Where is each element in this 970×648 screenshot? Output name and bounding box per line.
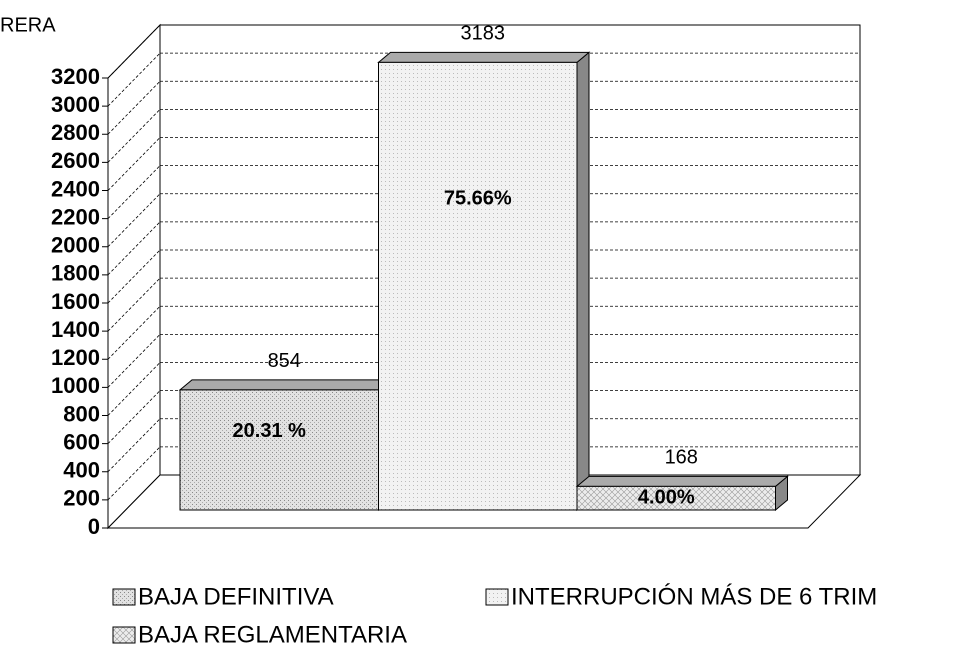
y-tick-label: 2200 [51, 204, 100, 229]
legend-swatch [112, 588, 136, 606]
grid-line [107, 137, 161, 191]
y-tick-label: 0 [88, 514, 100, 539]
percent-label: 20.31 % [233, 420, 307, 442]
bar [378, 61, 578, 511]
y-tick-label: 1600 [51, 289, 100, 314]
y-tick-label: 1000 [51, 373, 100, 398]
grid-line [107, 446, 161, 501]
legend-label: BAJA REGLAMENTARIA [138, 621, 407, 648]
percent-label: 4.00% [638, 486, 695, 508]
chart-title: RERA [0, 14, 56, 36]
legend-label: BAJA DEFINITIVA [138, 583, 334, 610]
y-tick-label: 1800 [51, 261, 100, 286]
data-label: 3183 [461, 23, 506, 45]
bar-top [178, 379, 392, 391]
grid-line [107, 52, 161, 107]
y-tick-label: 1200 [51, 345, 100, 370]
bars: 854 20.31 % 3183 75.66% 168 4.00% [178, 23, 789, 512]
legend-swatch [112, 626, 136, 644]
grid-line [107, 80, 161, 135]
grid-line [107, 334, 161, 388]
bar-top [575, 475, 789, 487]
grid-line [107, 24, 161, 79]
y-tick-label: 200 [63, 486, 100, 511]
grid-line [107, 165, 161, 219]
legend: BAJA DEFINITIVA INTERRUPCIÓN MÁS DE 6 TRI… [112, 583, 877, 648]
legend-label: INTERRUPCIÓN MÁS DE 6 TRIM [511, 583, 877, 610]
grid-line [107, 109, 161, 163]
data-label: 854 [268, 350, 301, 372]
grid-line [107, 249, 161, 304]
grid-line [107, 418, 161, 473]
y-tick-label: 3000 [51, 92, 100, 117]
grid-line [107, 277, 161, 332]
percent-label: 75.66% [444, 188, 512, 210]
y-tick-label: 2600 [51, 148, 100, 173]
y-tick-label: 1400 [51, 317, 100, 342]
grid-line [107, 305, 161, 360]
bar [179, 389, 379, 511]
grid-line [107, 362, 161, 416]
grid-line [107, 221, 161, 276]
y-tick-label: 800 [63, 401, 100, 426]
y-tick-label: 2400 [51, 176, 100, 201]
bar-top [377, 51, 591, 63]
y-tick-label: 2000 [51, 233, 100, 258]
grid-line [107, 193, 161, 248]
y-tick-label: 400 [63, 458, 100, 483]
grid-line [107, 390, 161, 444]
y-tick-label: 3200 [51, 64, 100, 89]
y-tick-label: 2800 [51, 120, 100, 145]
bar [576, 485, 776, 511]
data-label: 168 [665, 447, 698, 469]
bar-side [576, 51, 590, 512]
legend-swatch [485, 588, 509, 606]
y-tick-label: 600 [63, 429, 100, 454]
